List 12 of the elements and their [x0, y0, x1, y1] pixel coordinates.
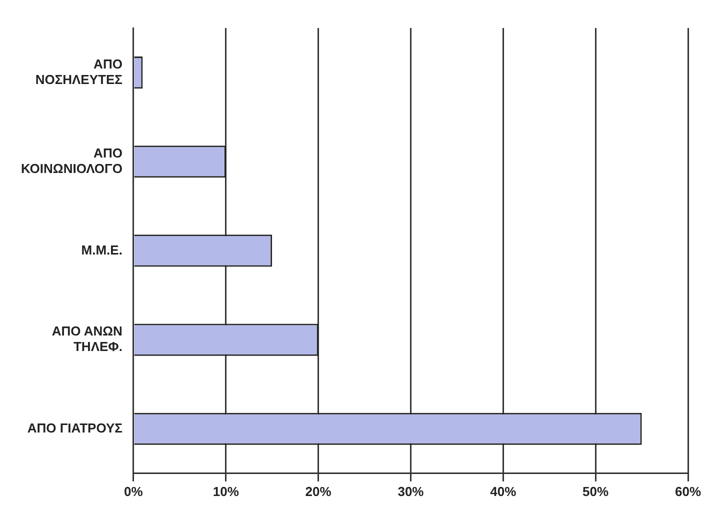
y-tick-label: ΑΠΟ ΑΝΩΝ ΤΗΛΕΦ. [52, 324, 122, 354]
x-tick-label: 30% [398, 484, 424, 499]
x-tick-label: 10% [212, 484, 240, 499]
y-tick-label: Μ.Μ.Ε. [81, 242, 122, 258]
y-tick-label: ΑΠΟ ΓΙΑΤΡΟΥΣ [27, 420, 123, 436]
y-tick-label: ΑΠΟ ΝΟΣΗΛΕΥΤΕΣ [35, 56, 123, 87]
y-tick-label: ΑΠΟ ΚΟΙΝΩΝΙΟΛΟΓΟ [20, 145, 122, 176]
x-tick-label: 20% [305, 484, 332, 499]
x-tick-label: 0% [124, 484, 144, 499]
x-tick-label: 50% [582, 484, 610, 499]
x-tick-label: 40% [490, 484, 517, 499]
x-tick-label: 60% [674, 484, 702, 499]
